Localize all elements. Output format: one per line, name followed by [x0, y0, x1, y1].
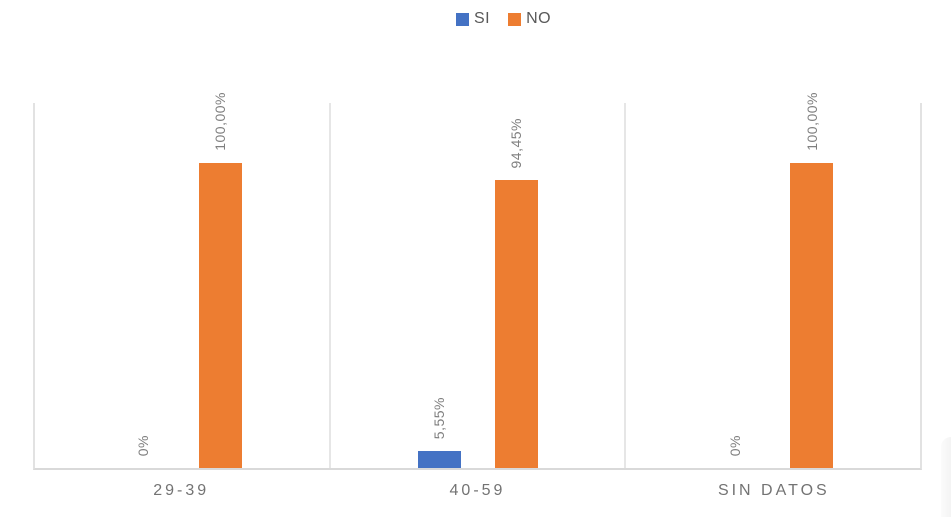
legend-item-no[interactable]: NO — [508, 10, 551, 28]
data-label-no-40-59: 94,45% — [508, 117, 524, 168]
bar-slot-no-40-59: 94,45% — [494, 103, 538, 468]
legend-swatch-si — [455, 12, 469, 26]
bar-slot-si-40-59: 5,55% — [417, 103, 461, 468]
x-axis: 29-39 40-59 SIN DATOS — [33, 482, 922, 500]
bar-si-40-59[interactable] — [417, 451, 461, 468]
x-axis-label-40-59: 40-59 — [449, 482, 506, 499]
bar-no-sin-datos[interactable] — [790, 163, 834, 468]
x-axis-label-sin-datos: SIN DATOS — [717, 482, 830, 499]
bar-slot-si-29-39: 0% — [122, 103, 165, 468]
legend-label-no: NO — [526, 10, 552, 27]
bar-no-40-59[interactable] — [494, 180, 538, 468]
bar-slot-si-sin-datos: 0% — [713, 103, 756, 468]
chart-legend: SI NO — [28, 10, 951, 28]
data-label-si-29-39: 0% — [135, 434, 152, 456]
plot-area: 0% 100,00% 5,55% 94,45% 0% — [33, 92, 922, 470]
category-panel-sin-datos: 0% 100,00% — [626, 92, 920, 468]
data-label-si-40-59: 5,55% — [431, 396, 447, 439]
bar-no-29-39[interactable] — [198, 163, 242, 468]
legend-item-si[interactable]: SI — [455, 10, 491, 28]
bar-slot-no-29-39: 100,00% — [198, 92, 242, 468]
data-label-no-29-39: 100,00% — [212, 92, 229, 151]
legend-swatch-no — [508, 12, 522, 26]
data-label-si-sin-datos: 0% — [726, 434, 743, 456]
right-edge-element — [941, 437, 951, 517]
legend-label-si: SI — [473, 10, 491, 27]
bar-slot-no-sin-datos: 100,00% — [790, 92, 834, 468]
x-axis-label-29-39: 29-39 — [153, 482, 210, 499]
data-label-no-sin-datos: 100,00% — [803, 92, 820, 151]
category-panel-29-39: 0% 100,00% — [35, 92, 331, 468]
category-panel-40-59: 5,55% 94,45% — [331, 103, 627, 468]
